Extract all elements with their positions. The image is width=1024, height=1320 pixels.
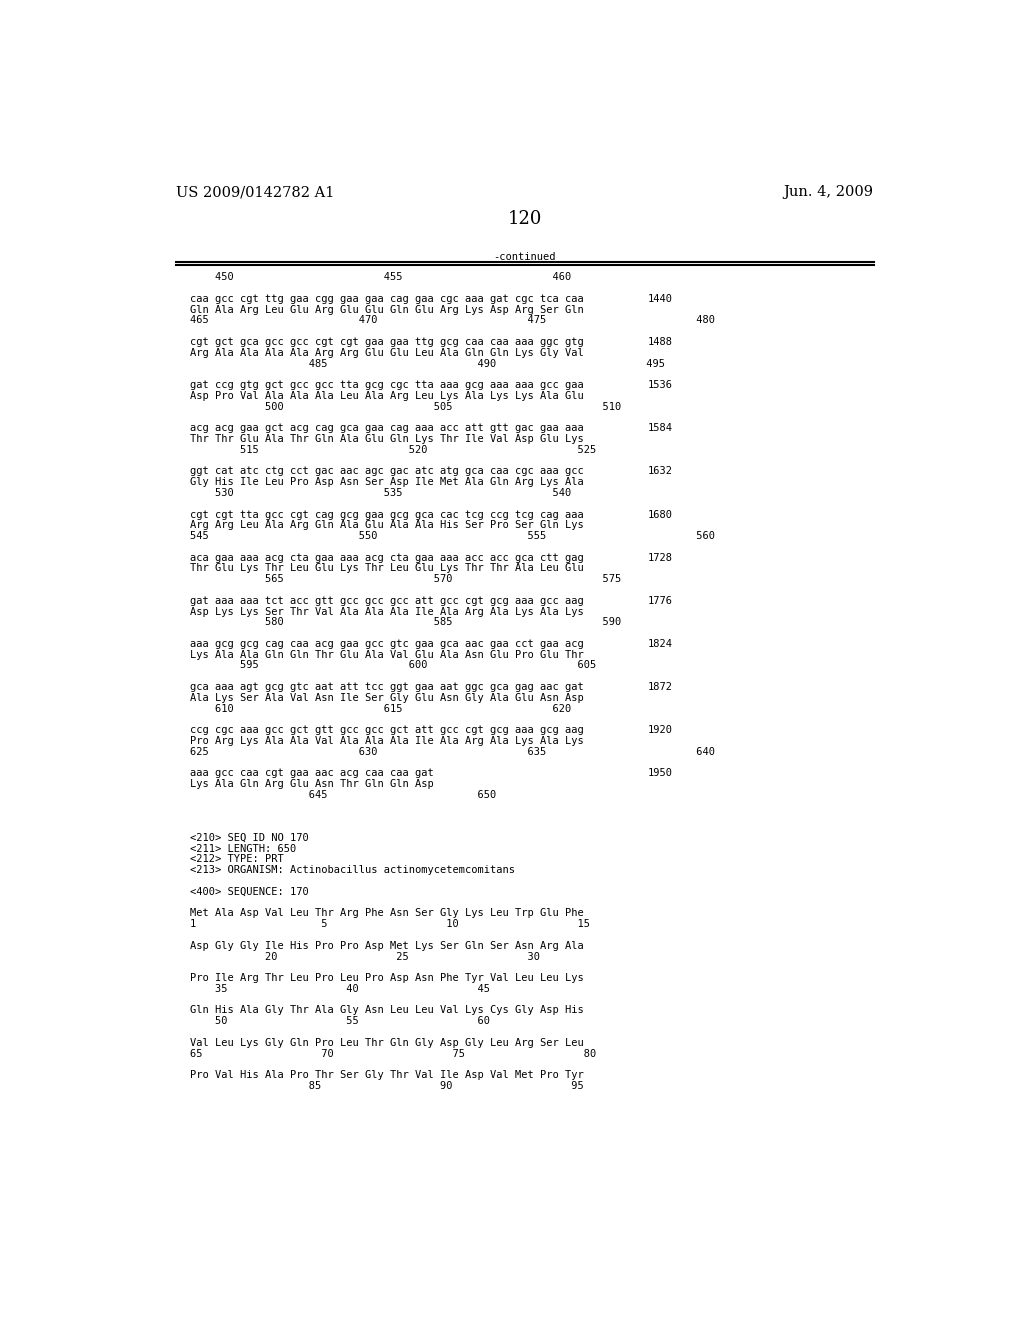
Text: <210> SEQ ID NO 170: <210> SEQ ID NO 170	[190, 833, 309, 843]
Text: Pro Arg Lys Ala Ala Val Ala Ala Ala Ile Ala Arg Ala Lys Ala Lys: Pro Arg Lys Ala Ala Val Ala Ala Ala Ile …	[190, 737, 584, 746]
Text: Asp Pro Val Ala Ala Ala Leu Ala Arg Leu Lys Ala Lys Lys Ala Glu: Asp Pro Val Ala Ala Ala Leu Ala Arg Leu …	[190, 391, 584, 401]
Text: 1776: 1776	[647, 595, 672, 606]
Text: 545                        550                        555                       : 545 550 555	[190, 531, 715, 541]
Text: Gln His Ala Gly Thr Ala Gly Asn Leu Leu Val Lys Cys Gly Asp His: Gln His Ala Gly Thr Ala Gly Asn Leu Leu …	[190, 1006, 584, 1015]
Text: Asp Lys Lys Ser Thr Val Ala Ala Ala Ile Ala Arg Ala Lys Ala Lys: Asp Lys Lys Ser Thr Val Ala Ala Ala Ile …	[190, 607, 584, 616]
Text: Val Leu Lys Gly Gln Pro Leu Thr Gln Gly Asp Gly Leu Arg Ser Leu: Val Leu Lys Gly Gln Pro Leu Thr Gln Gly …	[190, 1038, 584, 1048]
Text: gat aaa aaa tct acc gtt gcc gcc gcc att gcc cgt gcg aaa gcc aag: gat aaa aaa tct acc gtt gcc gcc gcc att …	[190, 595, 584, 606]
Text: 595                        600                        605: 595 600 605	[190, 660, 596, 671]
Text: 1872: 1872	[647, 682, 672, 692]
Text: 1                    5                   10                   15: 1 5 10 15	[190, 919, 590, 929]
Text: 565                        570                        575: 565 570 575	[190, 574, 622, 585]
Text: 1632: 1632	[647, 466, 672, 477]
Text: 85                   90                   95: 85 90 95	[190, 1081, 584, 1090]
Text: <212> TYPE: PRT: <212> TYPE: PRT	[190, 854, 284, 865]
Text: 1728: 1728	[647, 553, 672, 562]
Text: 515                        520                        525: 515 520 525	[190, 445, 596, 455]
Text: 580                        585                        590: 580 585 590	[190, 618, 622, 627]
Text: 625                        630                        635                       : 625 630 635	[190, 747, 715, 756]
Text: -continued: -continued	[494, 252, 556, 263]
Text: Met Ala Asp Val Leu Thr Arg Phe Asn Ser Gly Lys Leu Trp Glu Phe: Met Ala Asp Val Leu Thr Arg Phe Asn Ser …	[190, 908, 584, 919]
Text: 610                        615                        620: 610 615 620	[190, 704, 571, 714]
Text: Lys Ala Gln Arg Glu Asn Thr Gln Gln Asp: Lys Ala Gln Arg Glu Asn Thr Gln Gln Asp	[190, 779, 434, 789]
Text: Thr Thr Glu Ala Thr Gln Ala Glu Gln Lys Thr Ile Val Asp Glu Lys: Thr Thr Glu Ala Thr Gln Ala Glu Gln Lys …	[190, 434, 584, 444]
Text: 500                        505                        510: 500 505 510	[190, 401, 622, 412]
Text: aaa gcc caa cgt gaa aac acg caa caa gat: aaa gcc caa cgt gaa aac acg caa caa gat	[190, 768, 434, 779]
Text: 485                        490                        495: 485 490 495	[190, 359, 665, 368]
Text: caa gcc cgt ttg gaa cgg gaa gaa cag gaa cgc aaa gat cgc tca caa: caa gcc cgt ttg gaa cgg gaa gaa cag gaa …	[190, 294, 584, 304]
Text: Pro Val His Ala Pro Thr Ser Gly Thr Val Ile Asp Val Met Pro Tyr: Pro Val His Ala Pro Thr Ser Gly Thr Val …	[190, 1071, 584, 1080]
Text: Gln Ala Arg Leu Glu Arg Glu Glu Gln Glu Arg Lys Asp Arg Ser Gln: Gln Ala Arg Leu Glu Arg Glu Glu Gln Glu …	[190, 305, 584, 314]
Text: 645                        650: 645 650	[190, 789, 497, 800]
Text: cgt gct gca gcc gcc cgt cgt gaa gaa ttg gcg caa caa aaa ggc gtg: cgt gct gca gcc gcc cgt cgt gaa gaa ttg …	[190, 337, 584, 347]
Text: 50                   55                   60: 50 55 60	[190, 1016, 490, 1026]
Text: 20                   25                   30: 20 25 30	[190, 952, 540, 961]
Text: Jun. 4, 2009: Jun. 4, 2009	[783, 185, 873, 199]
Text: Pro Ile Arg Thr Leu Pro Leu Pro Asp Asn Phe Tyr Val Leu Leu Lys: Pro Ile Arg Thr Leu Pro Leu Pro Asp Asn …	[190, 973, 584, 983]
Text: ggt cat atc ctg cct gac aac agc gac atc atg gca caa cgc aaa gcc: ggt cat atc ctg cct gac aac agc gac atc …	[190, 466, 584, 477]
Text: <213> ORGANISM: Actinobacillus actinomycetemcomitans: <213> ORGANISM: Actinobacillus actinomyc…	[190, 866, 515, 875]
Text: 1824: 1824	[647, 639, 672, 649]
Text: 1584: 1584	[647, 424, 672, 433]
Text: 1950: 1950	[647, 768, 672, 779]
Text: 450                        455                        460: 450 455 460	[190, 272, 571, 282]
Text: Ala Lys Ser Ala Val Asn Ile Ser Gly Glu Asn Gly Ala Glu Asn Asp: Ala Lys Ser Ala Val Asn Ile Ser Gly Glu …	[190, 693, 584, 702]
Text: Arg Arg Leu Ala Arg Gln Ala Glu Ala Ala His Ser Pro Ser Gln Lys: Arg Arg Leu Ala Arg Gln Ala Glu Ala Ala …	[190, 520, 584, 531]
Text: 65                   70                   75                   80: 65 70 75 80	[190, 1048, 596, 1059]
Text: Asp Gly Gly Ile His Pro Pro Asp Met Lys Ser Gln Ser Asn Arg Ala: Asp Gly Gly Ile His Pro Pro Asp Met Lys …	[190, 941, 584, 950]
Text: 1536: 1536	[647, 380, 672, 391]
Text: 465                        470                        475                       : 465 470 475	[190, 315, 715, 326]
Text: ccg cgc aaa gcc gct gtt gcc gcc gct att gcc cgt gcg aaa gcg aag: ccg cgc aaa gcc gct gtt gcc gcc gct att …	[190, 725, 584, 735]
Text: cgt cgt tta gcc cgt cag gcg gaa gcg gca cac tcg ccg tcg cag aaa: cgt cgt tta gcc cgt cag gcg gaa gcg gca …	[190, 510, 584, 520]
Text: <211> LENGTH: 650: <211> LENGTH: 650	[190, 843, 296, 854]
Text: Gly His Ile Leu Pro Asp Asn Ser Asp Ile Met Ala Gln Arg Lys Ala: Gly His Ile Leu Pro Asp Asn Ser Asp Ile …	[190, 478, 584, 487]
Text: <400> SEQUENCE: 170: <400> SEQUENCE: 170	[190, 887, 309, 896]
Text: 1920: 1920	[647, 725, 672, 735]
Text: acg acg gaa gct acg cag gca gaa cag aaa acc att gtt gac gaa aaa: acg acg gaa gct acg cag gca gaa cag aaa …	[190, 424, 584, 433]
Text: aaa gcg gcg cag caa acg gaa gcc gtc gaa gca aac gaa cct gaa acg: aaa gcg gcg cag caa acg gaa gcc gtc gaa …	[190, 639, 584, 649]
Text: Arg Ala Ala Ala Ala Arg Arg Glu Glu Leu Ala Gln Gln Lys Gly Val: Arg Ala Ala Ala Ala Arg Arg Glu Glu Leu …	[190, 348, 584, 358]
Text: aca gaa aaa acg cta gaa aaa acg cta gaa aaa acc acc gca ctt gag: aca gaa aaa acg cta gaa aaa acg cta gaa …	[190, 553, 584, 562]
Text: 1440: 1440	[647, 294, 672, 304]
Text: Thr Glu Lys Thr Leu Glu Lys Thr Leu Glu Lys Thr Thr Ala Leu Glu: Thr Glu Lys Thr Leu Glu Lys Thr Leu Glu …	[190, 564, 584, 573]
Text: US 2009/0142782 A1: US 2009/0142782 A1	[176, 185, 335, 199]
Text: 35                   40                   45: 35 40 45	[190, 983, 490, 994]
Text: Lys Ala Ala Gln Gln Thr Glu Ala Val Glu Ala Asn Glu Pro Glu Thr: Lys Ala Ala Gln Gln Thr Glu Ala Val Glu …	[190, 649, 584, 660]
Text: gca aaa agt gcg gtc aat att tcc ggt gaa aat ggc gca gag aac gat: gca aaa agt gcg gtc aat att tcc ggt gaa …	[190, 682, 584, 692]
Text: gat ccg gtg gct gcc gcc tta gcg cgc tta aaa gcg aaa aaa gcc gaa: gat ccg gtg gct gcc gcc tta gcg cgc tta …	[190, 380, 584, 391]
Text: 1680: 1680	[647, 510, 672, 520]
Text: 120: 120	[508, 210, 542, 228]
Text: 1488: 1488	[647, 337, 672, 347]
Text: 530                        535                        540: 530 535 540	[190, 488, 571, 498]
